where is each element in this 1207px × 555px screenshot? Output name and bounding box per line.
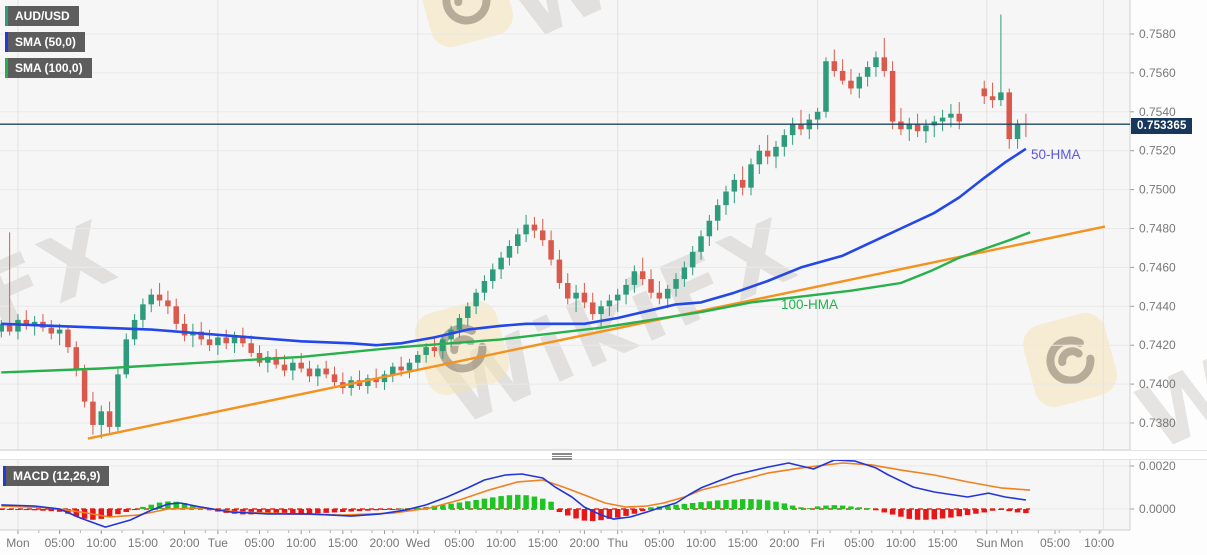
- sma50-legend-chip[interactable]: SMA (50,0): [5, 32, 85, 52]
- time-axis[interactable]: [0, 530, 1130, 555]
- svg-text:05:00: 05:00: [844, 536, 874, 550]
- svg-text:Mon: Mon: [1000, 536, 1023, 550]
- svg-text:0.7580: 0.7580: [1139, 27, 1176, 41]
- svg-text:0.7440: 0.7440: [1139, 299, 1176, 313]
- hma100-annotation: 100-HMA: [781, 297, 839, 312]
- svg-text:0.0000: 0.0000: [1139, 502, 1176, 516]
- svg-text:05:00: 05:00: [644, 536, 674, 550]
- svg-text:05:00: 05:00: [1040, 536, 1070, 550]
- svg-text:0.7520: 0.7520: [1139, 144, 1176, 158]
- svg-text:20:00: 20:00: [569, 536, 599, 550]
- svg-text:Thu: Thu: [607, 536, 628, 550]
- svg-text:0.7560: 0.7560: [1139, 66, 1176, 80]
- svg-text:10:00: 10:00: [486, 536, 516, 550]
- svg-text:20:00: 20:00: [170, 536, 200, 550]
- svg-text:0.7540: 0.7540: [1139, 105, 1176, 119]
- panel-resize-grip-icon[interactable]: [552, 452, 572, 461]
- svg-text:05:00: 05:00: [444, 536, 474, 550]
- svg-text:0.7380: 0.7380: [1139, 416, 1176, 430]
- svg-text:05:00: 05:00: [45, 536, 75, 550]
- svg-text:Fri: Fri: [811, 536, 825, 550]
- macd-color-bar: [3, 466, 6, 486]
- svg-text:10:00: 10:00: [1084, 536, 1114, 550]
- svg-text:20:00: 20:00: [769, 536, 799, 550]
- svg-text:20:00: 20:00: [369, 536, 399, 550]
- svg-text:0.7400: 0.7400: [1139, 377, 1176, 391]
- svg-text:15:00: 15:00: [728, 536, 758, 550]
- svg-text:15:00: 15:00: [528, 536, 558, 550]
- svg-text:05:00: 05:00: [245, 536, 275, 550]
- svg-text:10:00: 10:00: [686, 536, 716, 550]
- hma50-annotation: 50-HMA: [1031, 147, 1081, 162]
- svg-text:0.7500: 0.7500: [1139, 183, 1176, 197]
- sma100-legend-chip[interactable]: SMA (100,0): [5, 58, 92, 78]
- svg-text:Mon: Mon: [6, 536, 29, 550]
- svg-text:Tue: Tue: [208, 536, 229, 550]
- macd-label: MACD (12,26,9): [13, 469, 101, 483]
- svg-text:15:00: 15:00: [328, 536, 358, 550]
- last-price-badge: 0.753365: [1131, 118, 1192, 134]
- symbol-color-bar: [5, 6, 8, 26]
- sma50-label: SMA (50,0): [15, 35, 76, 49]
- svg-text:Sun: Sun: [976, 536, 997, 550]
- panel-divider: [0, 450, 1207, 460]
- svg-text:10:00: 10:00: [886, 536, 916, 550]
- svg-text:15:00: 15:00: [928, 536, 958, 550]
- svg-text:0.7480: 0.7480: [1139, 222, 1176, 236]
- sma50-color-bar: [5, 32, 8, 52]
- svg-text:15:00: 15:00: [128, 536, 158, 550]
- symbol-legend-chip[interactable]: AUD/USD: [5, 6, 79, 26]
- svg-text:10:00: 10:00: [286, 536, 316, 550]
- svg-text:0.0020: 0.0020: [1139, 459, 1176, 473]
- main-chart-background: [0, 0, 1130, 450]
- sma100-label: SMA (100,0): [15, 61, 83, 75]
- macd-legend-chip[interactable]: MACD (12,26,9): [3, 466, 110, 486]
- svg-text:10:00: 10:00: [86, 536, 116, 550]
- svg-text:0.7420: 0.7420: [1139, 338, 1176, 352]
- symbol-label: AUD/USD: [15, 9, 70, 23]
- svg-text:Wed: Wed: [406, 536, 430, 550]
- sma100-color-bar: [5, 58, 8, 78]
- svg-text:0.7460: 0.7460: [1139, 260, 1176, 274]
